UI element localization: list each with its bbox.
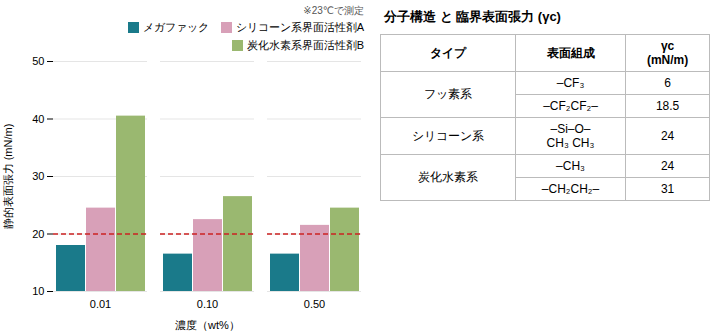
html-text:表面組成: 表面組成 xyxy=(546,45,595,60)
svg-text:0.10: 0.10 xyxy=(197,298,218,310)
html-text:31: 31 xyxy=(660,182,675,196)
html-text:–Si–O– CH₃ CH₃: –Si–O– CH₃ CH₃ xyxy=(546,122,595,150)
html-text:分子構造 と 臨界表面張力 (γc): 分子構造 と 臨界表面張力 (γc) xyxy=(384,9,561,24)
html-text:炭化水素系: 炭化水素系 xyxy=(417,170,478,184)
svg-text:20: 20 xyxy=(32,228,44,240)
html-text:炭化水素系界面活性剤B: 炭化水素系界面活性剤B xyxy=(246,39,364,51)
html-text:–CH₂CH₂–: –CH₂CH₂– xyxy=(541,182,600,196)
html-text:–CF₃: –CF₃ xyxy=(556,76,585,90)
html-text:メガファック: メガファック xyxy=(142,21,209,33)
svg-text:濃度（wt%）: 濃度（wt%） xyxy=(175,319,240,331)
html-text:–CF₂CF₂–: –CF₂CF₂– xyxy=(543,99,598,113)
html-text:※23℃で測定: ※23℃で測定 xyxy=(303,5,364,16)
html-text:タイプ: タイプ xyxy=(429,45,466,60)
html-text:シリコーン系界面活性剤A: シリコーン系界面活性剤A xyxy=(235,21,364,33)
svg-text:0.01: 0.01 xyxy=(90,298,111,310)
html-text:γc (mN/m): γc (mN/m) xyxy=(646,39,689,67)
html-text:18.5: 18.5 xyxy=(655,99,680,113)
svg-text:50: 50 xyxy=(32,55,44,67)
svg-text:静的表面張力 (mN/m): 静的表面張力 (mN/m) xyxy=(2,124,14,230)
html-text:24: 24 xyxy=(660,159,675,173)
svg-text:30: 30 xyxy=(32,170,44,182)
html-text:6: 6 xyxy=(664,76,671,90)
html-text:–CH₃: –CH₃ xyxy=(556,159,585,173)
svg-text:0.50: 0.50 xyxy=(304,298,325,310)
html-text:フッ素系: フッ素系 xyxy=(423,87,472,101)
svg-text:10: 10 xyxy=(32,285,44,297)
html-text:24: 24 xyxy=(660,129,675,143)
html-text:シリコーン系: シリコーン系 xyxy=(411,128,484,143)
svg-text:40: 40 xyxy=(32,113,44,125)
